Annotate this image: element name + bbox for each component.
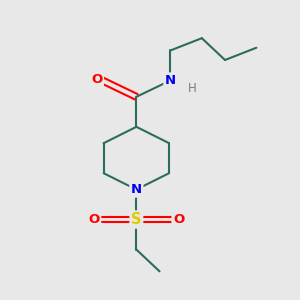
Text: O: O bbox=[91, 73, 102, 85]
Text: N: N bbox=[131, 183, 142, 196]
Text: H: H bbox=[188, 82, 197, 95]
Text: O: O bbox=[88, 213, 100, 226]
Text: S: S bbox=[131, 212, 142, 227]
Text: N: N bbox=[165, 74, 176, 87]
Text: O: O bbox=[173, 213, 184, 226]
